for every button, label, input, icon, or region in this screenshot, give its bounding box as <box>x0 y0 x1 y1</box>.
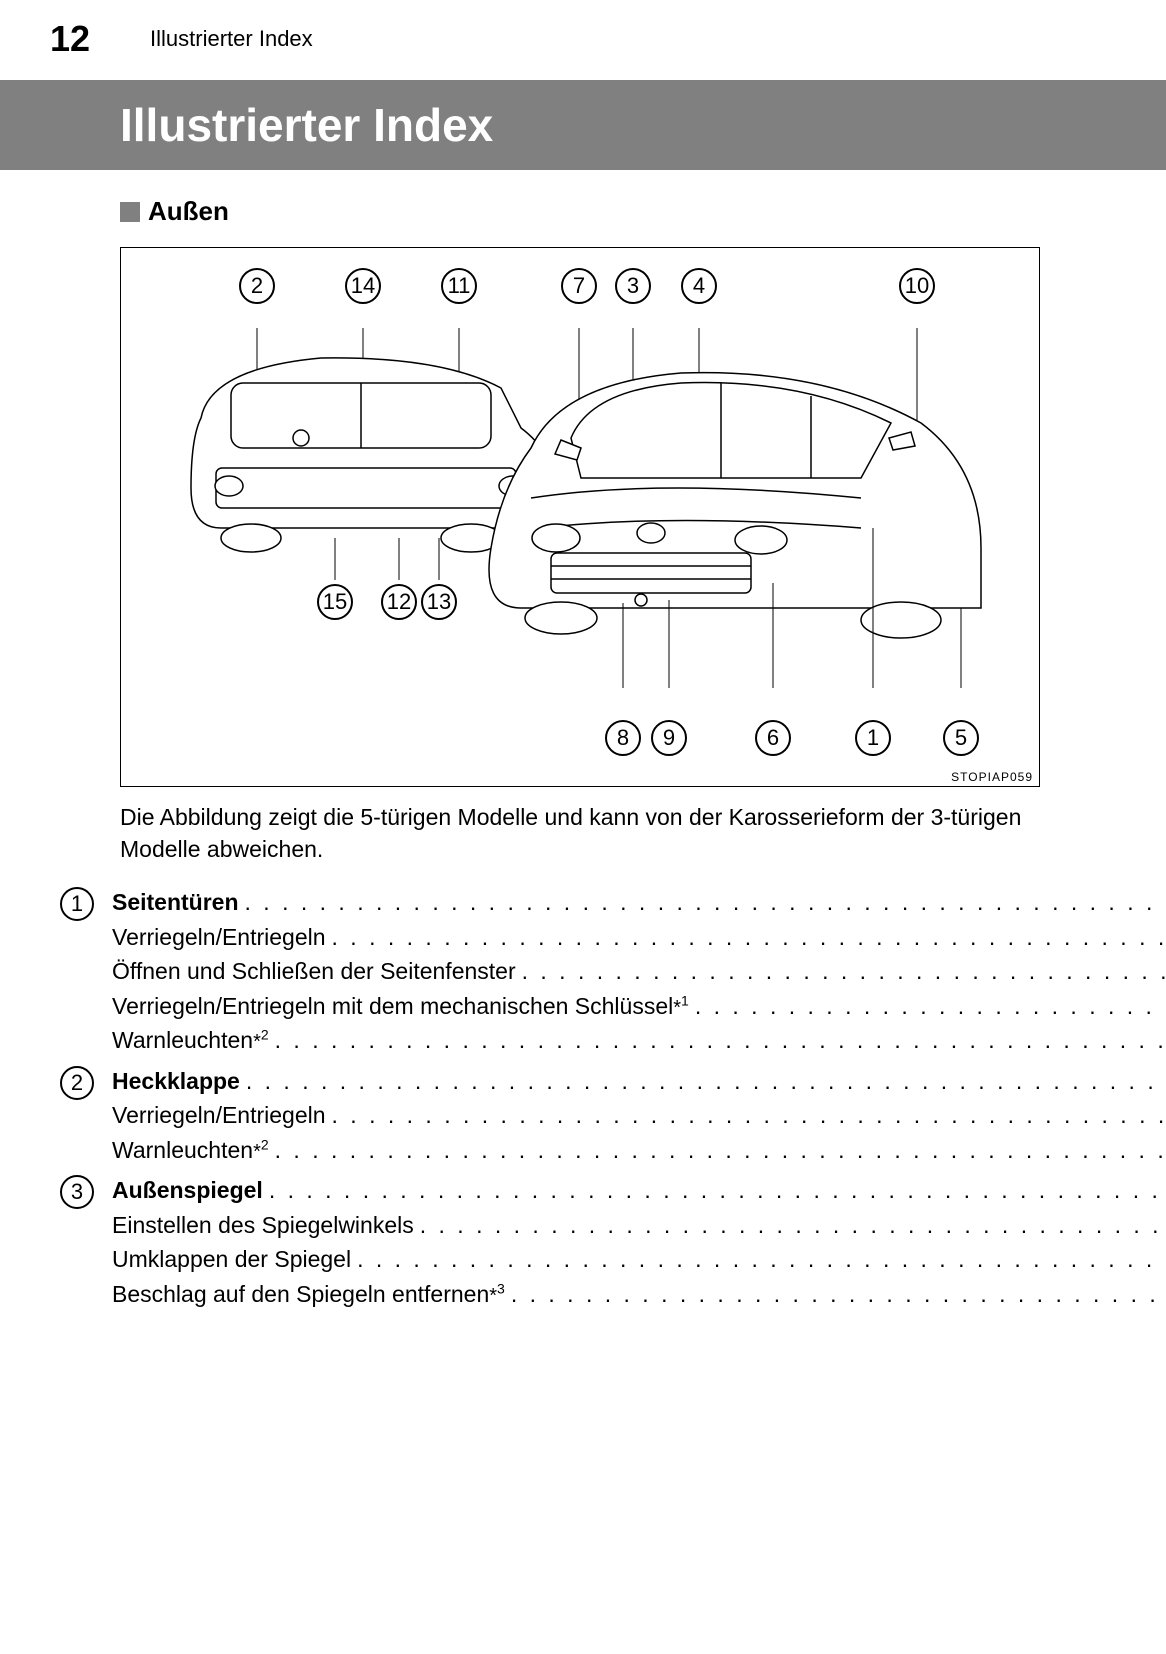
callout-10: 10 <box>899 268 935 304</box>
toc-label: Warnleuchten*2 <box>112 1023 269 1058</box>
toc-dots: . . . . . . . . . . . . . . . . . . . . … <box>332 1098 1166 1133</box>
figure-caption: Die Abbildung zeigt die 5-türigen Modell… <box>120 801 1040 865</box>
callout-6: 6 <box>755 720 791 756</box>
toc-label: Heckklappe <box>112 1064 240 1099</box>
index-item: 1 Seitentüren. . . . . . . . . . . . . .… <box>60 885 1040 1058</box>
index-list: 1 Seitentüren. . . . . . . . . . . . . .… <box>60 885 1040 1311</box>
page-number: 12 <box>50 18 90 60</box>
index-item: 2 Heckklappe. . . . . . . . . . . . . . … <box>60 1064 1040 1168</box>
toc-dots: . . . . . . . . . . . . . . . . . . . . … <box>357 1242 1166 1277</box>
toc-label: Umklappen der Spiegel <box>112 1242 351 1277</box>
callout-3: 3 <box>615 268 651 304</box>
section-header: Außen <box>0 170 1166 227</box>
item-number: 2 <box>60 1066 94 1100</box>
toc-label: Verriegeln/Entriegeln <box>112 1098 326 1133</box>
callout-14: 14 <box>345 268 381 304</box>
callout-5: 5 <box>943 720 979 756</box>
callout-4: 4 <box>681 268 717 304</box>
toc-label: Öffnen und Schließen der Seitenfenster <box>112 954 516 989</box>
page-title: Illustrierter Index <box>0 80 1166 170</box>
item-number: 1 <box>60 887 94 921</box>
callout-9: 9 <box>651 720 687 756</box>
index-item: 3 Außenspiegel. . . . . . . . . . . . . … <box>60 1173 1040 1311</box>
toc-label: Verriegeln/Entriegeln <box>112 920 326 955</box>
toc-label: Warnleuchten*2 <box>112 1133 269 1168</box>
toc-label: Einstellen des Spiegelwinkels <box>112 1208 414 1243</box>
callout-12: 12 <box>381 584 417 620</box>
callout-2: 2 <box>239 268 275 304</box>
callout-8: 8 <box>605 720 641 756</box>
car-illustration-icon <box>161 328 1001 688</box>
illustration-figure: 2 14 11 7 3 4 10 <box>120 247 1040 787</box>
section-title: Außen <box>148 196 229 227</box>
toc-dots: . . . . . . . . . . . . . . . . . . . . … <box>269 1173 1166 1208</box>
callout-11: 11 <box>441 268 477 304</box>
section-marker-icon <box>120 202 140 222</box>
callout-15: 15 <box>317 584 353 620</box>
figure-id: STOPIAP059 <box>951 770 1033 784</box>
toc-label: Beschlag auf den Spiegeln entfernen*3 <box>112 1277 505 1312</box>
toc-dots: . . . . . . . . . . . . . . . . . . . . … <box>275 1133 1166 1168</box>
callout-13: 13 <box>421 584 457 620</box>
toc-dots: . . . . . . . . . . . . . . . . . . . . … <box>245 885 1166 920</box>
toc-dots: . . . . . . . . . . . . . . . . . . . . … <box>511 1277 1166 1312</box>
page-header: 12 Illustrierter Index <box>0 0 1166 60</box>
breadcrumb: Illustrierter Index <box>150 26 313 52</box>
toc-dots: . . . . . . . . . . . . . . . . . . . . … <box>420 1208 1166 1243</box>
toc-label: Außenspiegel <box>112 1173 263 1208</box>
toc-dots: . . . . . . . . . . . . . . . . . . . . … <box>332 920 1166 955</box>
callout-7: 7 <box>561 268 597 304</box>
toc-dots: . . . . . . . . . . . . . . . . . . . . … <box>695 989 1166 1024</box>
toc-label: Verriegeln/Entriegeln mit dem mechanisch… <box>112 989 689 1024</box>
toc-dots: . . . . . . . . . . . . . . . . . . . . … <box>275 1023 1166 1058</box>
toc-label: Seitentüren <box>112 885 239 920</box>
toc-dots: . . . . . . . . . . . . . . . . . . . . … <box>246 1064 1166 1099</box>
item-number: 3 <box>60 1175 94 1209</box>
callout-1: 1 <box>855 720 891 756</box>
toc-dots: . . . . . . . . . . . . . . . . . . . . … <box>522 954 1166 989</box>
